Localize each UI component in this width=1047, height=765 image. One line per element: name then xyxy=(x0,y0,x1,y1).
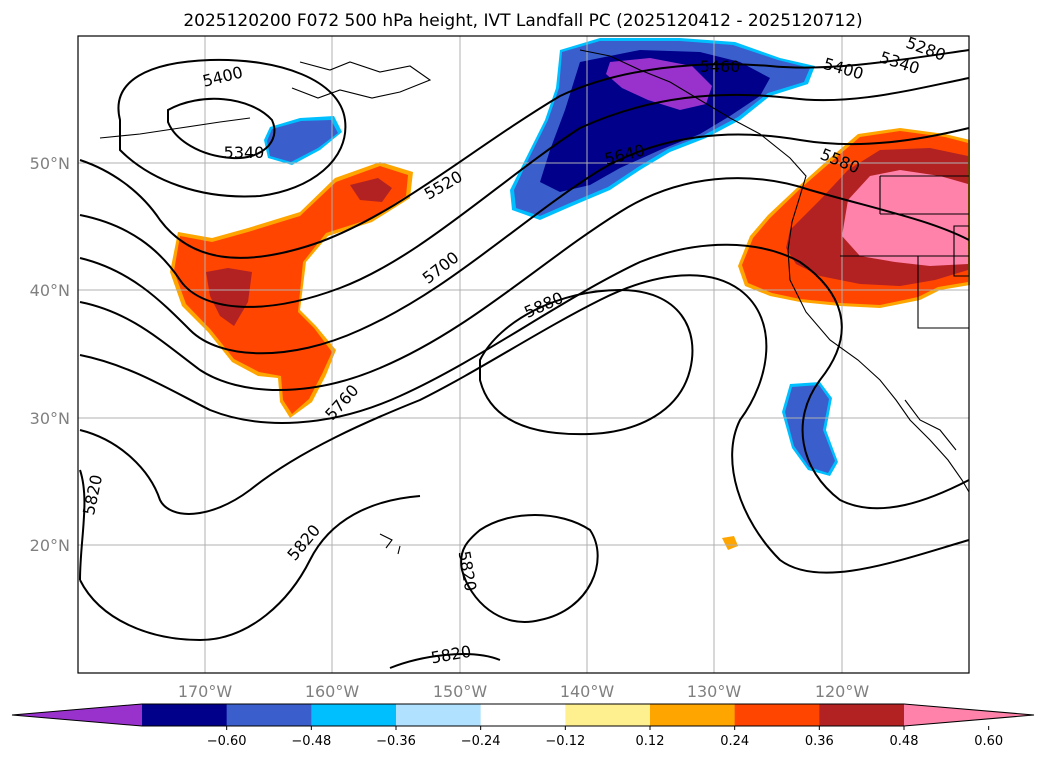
colorbar-extend-max xyxy=(904,704,1034,726)
colorbar-cell xyxy=(650,704,736,726)
colorbar-cell xyxy=(565,704,651,726)
colorbar-tick-label: 0.60 xyxy=(974,734,1003,749)
colorbar-cell xyxy=(226,704,312,726)
gridlines xyxy=(78,36,969,673)
height-contours xyxy=(79,49,970,669)
lon-label-140w: 140°W xyxy=(560,682,615,701)
map-panel: 5400 5340 5520 5700 5880 5760 5820 5820 … xyxy=(77,33,970,674)
colorbar-tick-label: 0.24 xyxy=(720,734,749,749)
lon-label-150w: 150°W xyxy=(433,682,488,701)
lat-label-30n: 30°N xyxy=(30,409,70,428)
lat-label-20n: 20°N xyxy=(30,536,70,555)
lat-label-40n: 40°N xyxy=(30,281,70,300)
colorbar-tick-label: 0.12 xyxy=(636,734,665,749)
colorbar-extend-min xyxy=(12,704,142,726)
colorbar-cell xyxy=(396,704,482,726)
lat-label-50n: 50°N xyxy=(30,154,70,173)
lon-label-120w: 120°W xyxy=(815,682,870,701)
colorbar-cell xyxy=(734,704,820,726)
colorbar-tick-label: 0.36 xyxy=(805,734,834,749)
ivt-shading xyxy=(170,38,970,550)
colorbar-tick-label: −0.36 xyxy=(376,734,416,749)
lon-label-160w: 160°W xyxy=(305,682,360,701)
colorbar-cell xyxy=(819,704,905,726)
colorbar-tick-label: −0.12 xyxy=(545,734,585,749)
contour-label-5340-west: 5340 xyxy=(224,143,265,162)
colorbar-tick-label: 0.48 xyxy=(890,734,919,749)
colorbar-tick-label: −0.24 xyxy=(461,734,501,749)
longitude-labels: 170°W 160°W 150°W 140°W 130°W 120°W xyxy=(178,682,870,701)
colorbar-cell xyxy=(311,704,397,726)
colorbar-cell xyxy=(142,704,228,726)
colorbar-outline xyxy=(11,703,1035,727)
lon-label-170w: 170°W xyxy=(178,682,233,701)
coastlines xyxy=(99,49,970,555)
map-frame xyxy=(77,35,970,674)
colorbar-tick-label: −0.60 xyxy=(207,734,247,749)
latitude-labels: 50°N 40°N 30°N 20°N xyxy=(30,154,70,555)
contour-label-5460: 5460 xyxy=(700,57,741,76)
colorbar-tick-label: −0.48 xyxy=(291,734,331,749)
colorbar-cell xyxy=(480,704,566,726)
lon-label-130w: 130°W xyxy=(687,682,742,701)
colorbar: −0.60 −0.48 −0.36 −0.24 −0.12 0.12 0.24 0.36 0.4… xyxy=(11,703,1035,749)
figure-title: 2025120200 F072 500 hPa height, IVT Land… xyxy=(183,11,862,31)
